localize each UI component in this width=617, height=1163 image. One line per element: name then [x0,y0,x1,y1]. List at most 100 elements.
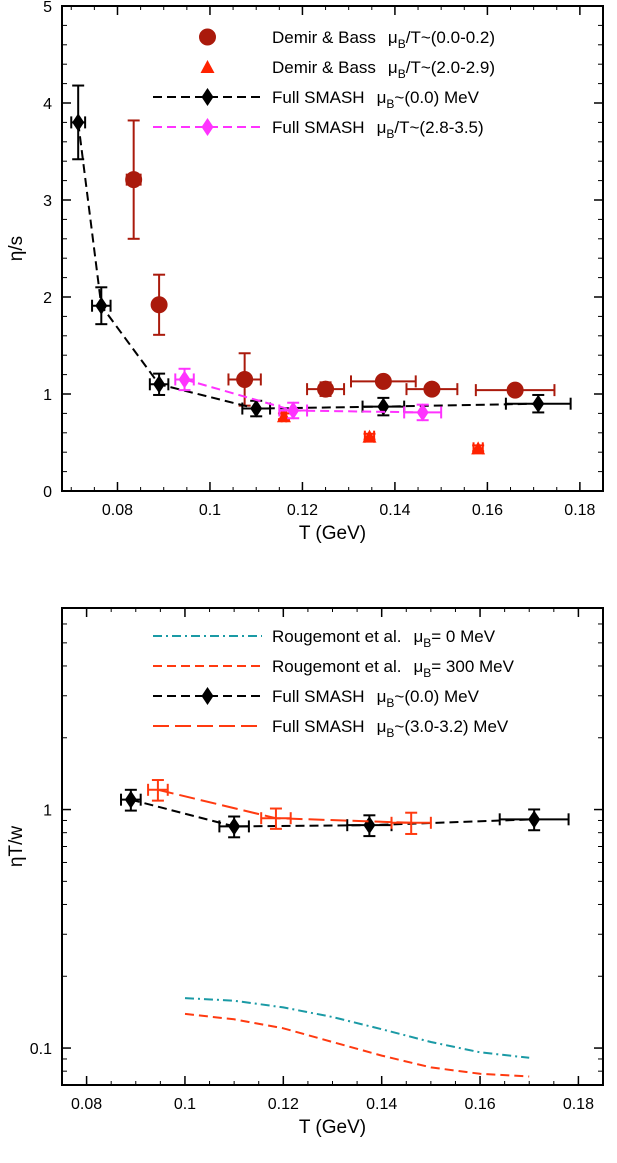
series-3 [174,367,443,422]
legend-label-2: Full SMASH μB~(0.0) MeV [272,88,480,111]
legend-label-mu: μ [377,687,387,706]
data-point [124,790,137,809]
legend-label-0: Demir & Bass μB/T~(0.0-0.2) [272,28,495,51]
x-tick-label: 0.14 [379,502,410,519]
legend-label-mu: μ [377,88,387,107]
y-tick-label: 1 [43,387,52,404]
legend-label-mu: μ [377,717,387,736]
data-point [150,296,168,314]
legend-marker-0 [199,28,216,46]
legend-label-main: Full SMASH [272,687,365,706]
legend-label-rest: ~(3.0-3.2) MeV [394,717,509,736]
x-tick-label: 0.1 [174,1096,196,1113]
legend: Demir & Bass μB/T~(0.0-0.2)Demir & Bass μB… [153,28,495,141]
y-tick-label: 5 [43,0,52,16]
legend-label-main: Full SMASH [272,88,365,107]
x-axis-title: T (GeV) [299,523,366,544]
data-point [532,394,545,413]
legend-label-mu: μ [413,627,423,646]
plot-frame [61,607,604,1086]
x-tick-label: 0.12 [287,502,318,519]
series-3 [147,779,432,835]
legend-label-mu: μ [388,28,398,47]
legend-label-sub: B [398,67,406,81]
legend-label-sub: B [386,726,394,740]
legend-label-main: Demir & Bass [272,58,376,77]
legend-label-sub: B [423,636,431,650]
legend-label-3: Full SMASH μB/T~(2.8-3.5) [272,118,484,141]
x-tick-label: 0.14 [366,1096,397,1113]
legend-label-rest: = 0 MeV [431,627,495,646]
bottom-chart-eta-t-over-w: 0.08 0.1 0.12 0.14 0.16 0.180.11T (GeV)ηT/wRo… [6,607,604,1138]
series-2 [70,84,572,418]
x-tick-label: 0.16 [464,1096,495,1113]
legend-marker-2 [201,88,214,106]
data-point [362,429,377,443]
series-1 [276,409,486,455]
series-line [77,122,539,410]
data-point [374,372,392,390]
data-point [250,399,263,418]
x-tick-label: 0.12 [268,1096,299,1113]
y-tick-label: 0.1 [30,1041,52,1058]
data-point [317,380,335,398]
data-point [153,375,166,394]
series-line [130,798,535,828]
x-tick-label: 0.18 [564,502,595,519]
legend-label-1: Demir & Bass μB/T~(2.0-2.9) [272,58,495,81]
y-tick-label: 4 [43,96,52,113]
y-axis-title: ηT/w [6,826,27,867]
x-tick-label: 0.16 [472,502,503,519]
legend-label-rest: = 300 MeV [431,657,514,676]
y-tick-label: 2 [43,290,52,307]
y-axis-title: η/s [6,236,27,261]
legend-label-main: Demir & Bass [272,28,376,47]
data-point [236,370,254,388]
legend-label-mu: μ [377,118,387,137]
series-0 [184,997,530,1059]
series-line [184,1012,530,1078]
legend-label-sub: B [386,696,394,710]
x-tick-label: 0.1 [199,502,221,519]
legend-label-rest: ~(0.0) MeV [394,687,479,706]
legend-marker-1 [200,60,215,73]
x-tick-label: 0.08 [102,502,133,519]
data-point [287,401,300,420]
y-tick-label: 1 [43,803,52,820]
legend-label-rest: ~(0.0) MeV [394,88,479,107]
x-axis: 0.08 0.1 0.12 0.14 0.16 0.18 [70,6,604,519]
x-axis-title: T (GeV) [299,1117,366,1138]
data-point [72,113,85,132]
legend-label-sub: B [423,666,431,680]
legend-label-rest: /T~(2.0-2.9) [406,58,495,77]
data-point [416,403,429,422]
data-point [471,441,486,455]
data-point [178,370,191,389]
legend-label-main: Rougemont et al. [272,657,401,676]
legend-marker-2 [201,687,214,705]
data-point [363,816,376,835]
legend-label-rest: /T~(0.0-0.2) [406,28,495,47]
legend-label-mu: μ [413,657,423,676]
legend-label-sub: B [398,37,406,51]
data-point [95,296,108,315]
legend-label-main: Rougemont et al. [272,627,401,646]
y-axis: 0.11 [30,623,603,1072]
legend-marker-3 [201,118,214,136]
plot-frame [61,5,604,492]
x-tick-label: 0.08 [71,1096,102,1113]
legend-label-sub: B [386,127,394,141]
data-point [228,817,241,836]
legend-label-mu: μ [388,58,398,77]
y-tick-label: 0 [43,484,52,501]
legend-label-main: Full SMASH [272,717,365,736]
series-1 [184,1012,530,1078]
legend-label-1: Rougemont et al. μB= 300 MeV [272,657,515,680]
data-point [423,380,441,398]
legend-label-sub: B [386,97,394,111]
data-point [506,381,524,399]
y-axis: 0 1 2 3 4 5 [43,0,603,501]
legend-label-0: Rougemont et al. μB= 0 MeV [272,627,496,650]
